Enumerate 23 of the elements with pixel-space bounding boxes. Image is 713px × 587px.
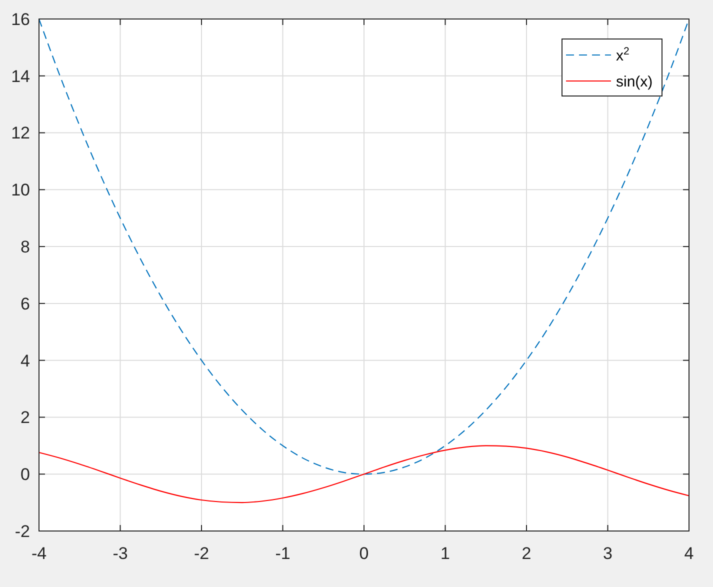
y-tick-label: 16 [11, 10, 30, 29]
x-tick-label: 2 [522, 544, 532, 563]
y-tick-label: 2 [20, 408, 30, 428]
legend-label: sin(x) [616, 73, 653, 90]
x-tick-label: 3 [603, 544, 612, 563]
y-tick-label: 8 [20, 238, 30, 257]
x-tick-label: -2 [194, 544, 210, 563]
x-tick-label: -1 [275, 544, 290, 563]
y-tick-label: 12 [11, 124, 30, 143]
y-tick-label: 4 [20, 351, 30, 370]
line-series [38, 445, 690, 504]
y-tick-label: -2 [14, 522, 30, 541]
x-tick-label: 0 [359, 544, 369, 563]
x-tick-label: 4 [684, 544, 694, 563]
legend-label: x$^{2}$ [616, 45, 630, 64]
x-tick-label: 1 [440, 544, 450, 563]
y-tick-label: 14 [11, 66, 30, 86]
x-tick-label: -4 [31, 544, 47, 563]
y-tick-label: 10 [11, 180, 30, 200]
line-series [38, 18, 690, 475]
x-tick-label: -3 [112, 544, 128, 563]
y-tick-label: 6 [20, 294, 30, 314]
y-tick-label: 0 [20, 465, 30, 484]
